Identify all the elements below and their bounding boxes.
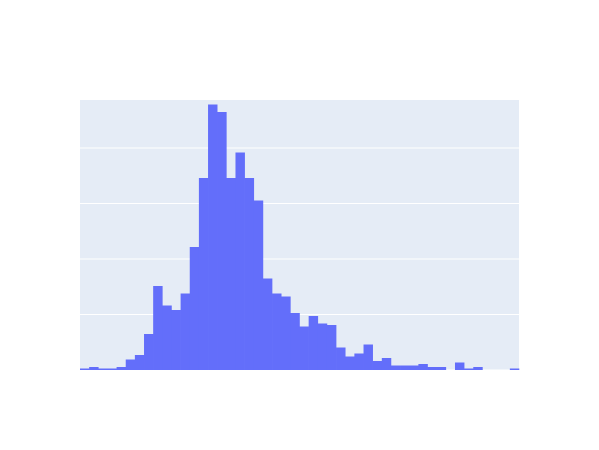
histogram-bar: [235, 152, 245, 370]
histogram-bar: [345, 356, 355, 370]
histogram-bar: [198, 178, 209, 370]
histogram-bar: [381, 358, 392, 370]
histogram-bar: [89, 367, 99, 370]
histogram-bar: [326, 325, 337, 370]
histogram-bar: [317, 323, 328, 370]
histogram-bar: [509, 368, 520, 370]
histogram-bar: [299, 326, 309, 370]
histogram-bar: [144, 334, 154, 370]
histogram-bar: [189, 247, 200, 370]
histogram-bar: [208, 104, 218, 370]
histogram-bar: [290, 313, 300, 370]
histogram-bar: [436, 367, 447, 370]
histogram-bar: [400, 365, 410, 370]
histogram-bar: [153, 286, 163, 370]
histogram-bar: [125, 359, 136, 370]
histogram-bar: [308, 316, 319, 370]
histogram-bar: [272, 293, 282, 370]
bars-group: [80, 104, 520, 370]
histogram-bar: [217, 112, 227, 370]
histogram-bar: [363, 344, 373, 370]
histogram-bar: [336, 347, 346, 370]
histogram-bar: [281, 296, 291, 370]
histogram-bar: [116, 367, 127, 370]
histogram-bar: [253, 200, 264, 370]
histogram-bar: [418, 364, 428, 370]
histogram-bar: [80, 368, 90, 370]
histogram-bar: [454, 362, 465, 370]
histogram-bar: [262, 278, 273, 370]
histogram-bar: [464, 368, 474, 370]
histogram-bar: [226, 178, 236, 370]
histogram-bar: [427, 367, 437, 370]
histogram-bar: [372, 361, 383, 370]
histogram-bar: [98, 368, 108, 370]
histogram-bar: [134, 355, 145, 370]
histogram-bar: [473, 367, 483, 370]
histogram-bar: [107, 368, 117, 370]
histogram-bar: [354, 353, 364, 370]
histogram-bar: [171, 310, 181, 370]
histogram-bar: [390, 365, 401, 370]
histogram-bar: [244, 178, 255, 370]
histogram-bar: [409, 365, 419, 370]
histogram-bar: [162, 305, 172, 370]
histogram-bar: [180, 293, 191, 370]
